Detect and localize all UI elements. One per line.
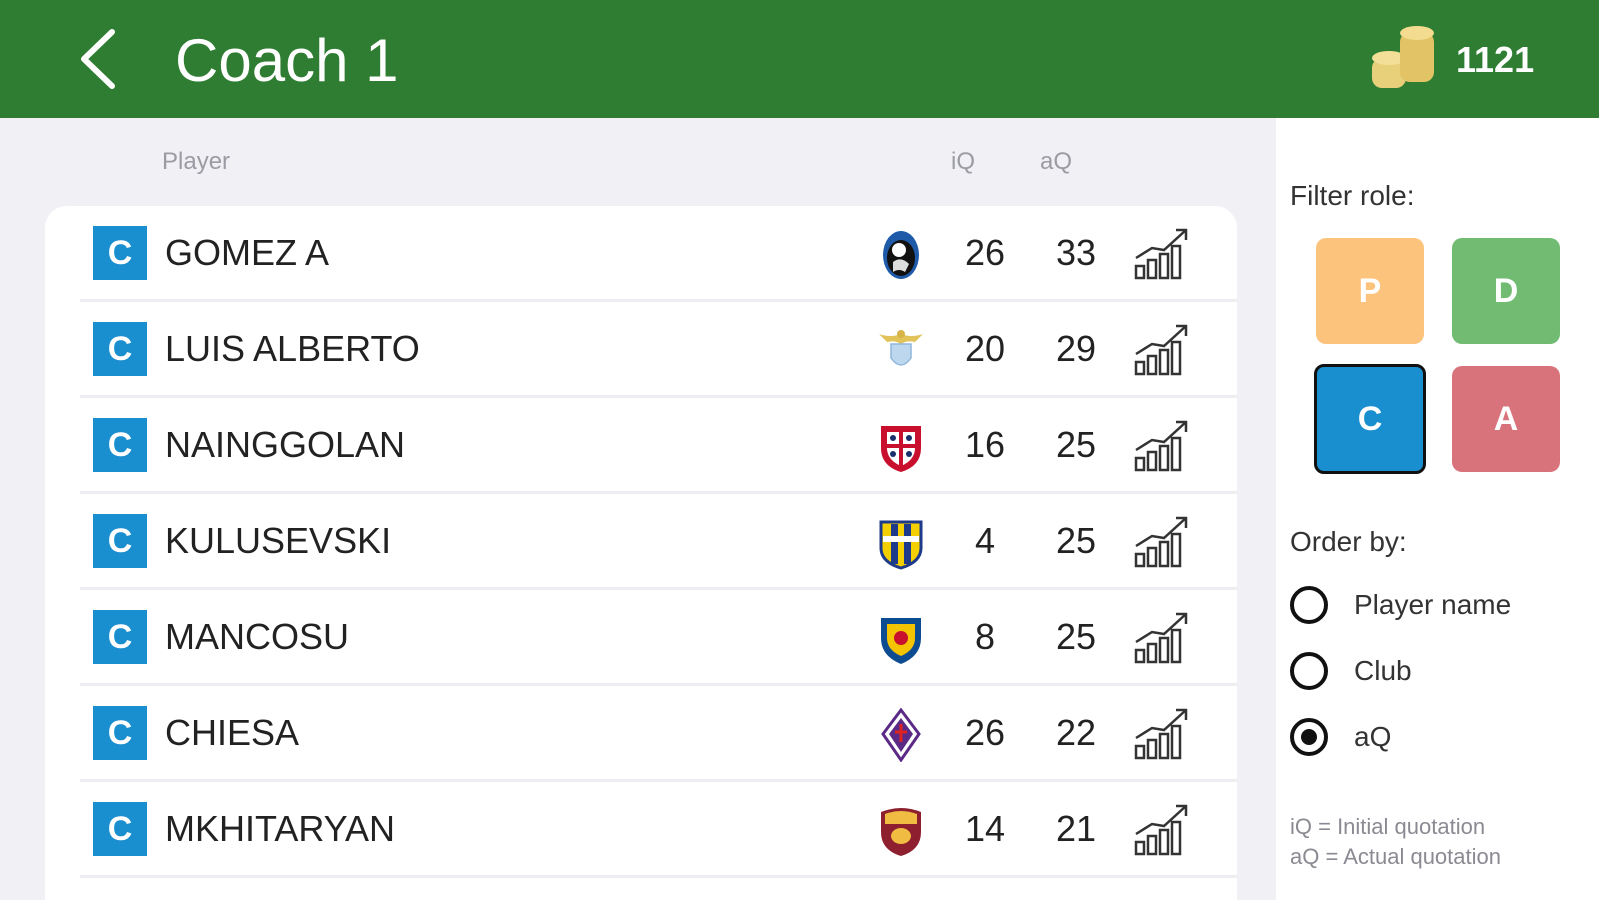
player-name: MANCOSU [165, 616, 350, 657]
player-list-panel: Player iQ aQ C GOMEZ A 26 33 [0, 118, 1276, 900]
row-divider [80, 683, 1237, 686]
role-filter-p-button[interactable]: P [1316, 238, 1424, 344]
role-badge: C [93, 706, 147, 760]
parma-crest-icon [879, 520, 923, 570]
player-list: C GOMEZ A 26 33 C LUIS ALBERTO [45, 206, 1237, 900]
role-badge: C [93, 226, 147, 280]
role-badge: C [93, 802, 147, 856]
list-item[interactable]: C GOMEZ A 26 33 [45, 206, 1237, 302]
radio-button[interactable] [1290, 652, 1328, 690]
page-title: Coach 1 [175, 27, 399, 94]
player-iq: 26 [964, 712, 1006, 753]
row-divider [80, 299, 1237, 302]
row-divider [80, 587, 1237, 590]
player-aq: 25 [1055, 616, 1097, 657]
player-iq: 20 [964, 328, 1006, 369]
legend-iq: iQ = Initial quotation [1290, 814, 1486, 839]
stats-chart-icon[interactable] [1132, 512, 1192, 570]
stats-chart-icon[interactable] [1132, 224, 1192, 282]
player-iq: 8 [974, 616, 996, 657]
order-option-label: aQ [1354, 721, 1392, 752]
stats-chart-icon[interactable] [1132, 416, 1192, 474]
coin-balance: 1121 [1456, 39, 1535, 80]
list-item[interactable]: C KULUSEVSKI 4 25 [45, 494, 1237, 590]
column-header-player: Player [162, 148, 231, 175]
order-option-label: Player name [1354, 589, 1512, 620]
order-option-label: Club [1354, 655, 1412, 686]
stats-chart-icon[interactable] [1132, 704, 1192, 762]
player-aq: 22 [1055, 712, 1097, 753]
column-header-iq: iQ [951, 148, 975, 175]
player-name: CHIESA [165, 712, 300, 753]
player-name: LUIS ALBERTO [165, 328, 420, 369]
role-filter-c-button[interactable]: C [1314, 364, 1426, 474]
lazio-crest-icon [879, 330, 923, 366]
player-aq: 33 [1055, 232, 1097, 273]
player-iq: 14 [964, 808, 1006, 849]
row-divider [80, 875, 1237, 878]
player-aq: 25 [1055, 424, 1097, 465]
fiorentina-crest-icon [881, 708, 921, 762]
role-badge: C [93, 418, 147, 472]
list-item[interactable]: C MANCOSU 8 25 [45, 590, 1237, 686]
list-item[interactable]: C NAINGGOLAN 16 25 [45, 398, 1237, 494]
player-aq: 29 [1055, 328, 1097, 369]
chevron-left-icon [81, 29, 115, 89]
role-badge: C [93, 322, 147, 376]
list-item[interactable]: C LUIS ALBERTO 20 29 [45, 302, 1237, 398]
roma-crest-icon [881, 808, 921, 856]
atalanta-crest-icon [883, 231, 919, 279]
player-name: KULUSEVSKI [165, 520, 392, 561]
stats-chart-icon[interactable] [1132, 608, 1192, 666]
coins-icon [1372, 26, 1434, 88]
app-header: Coach 1 1121 [0, 0, 1599, 118]
role-badge: C [93, 610, 147, 664]
filter-sidebar: Filter role: P D C A Order by: Player na… [1276, 118, 1599, 900]
order-by-label: Order by: [1290, 526, 1407, 557]
radio-button-selected[interactable] [1290, 718, 1328, 756]
row-divider [80, 779, 1237, 782]
radio-button[interactable] [1290, 586, 1328, 624]
lecce-crest-icon [881, 618, 921, 664]
radio-selected-dot [1301, 729, 1317, 745]
player-iq: 26 [964, 232, 1006, 273]
player-name: GOMEZ A [165, 232, 330, 273]
stats-chart-icon[interactable] [1132, 320, 1192, 378]
legend-aq: aQ = Actual quotation [1290, 844, 1501, 869]
player-name: NAINGGOLAN [165, 424, 406, 465]
role-filter-a-button[interactable]: A [1452, 366, 1560, 472]
back-button[interactable] [70, 24, 130, 94]
list-item[interactable]: C MKHITARYAN 14 21 [45, 782, 1237, 878]
player-iq: 4 [974, 520, 996, 561]
stats-chart-icon[interactable] [1132, 800, 1192, 858]
player-name: MKHITARYAN [165, 808, 396, 849]
role-filter-d-button[interactable]: D [1452, 238, 1560, 344]
filter-role-label: Filter role: [1290, 180, 1415, 211]
row-divider [80, 491, 1237, 494]
column-header-aq: aQ [1040, 148, 1073, 175]
role-badge: C [93, 514, 147, 568]
list-item[interactable]: C CHIESA 26 22 [45, 686, 1237, 782]
player-iq: 16 [964, 424, 1006, 465]
player-aq: 21 [1055, 808, 1097, 849]
player-aq: 25 [1055, 520, 1097, 561]
cagliari-crest-icon [881, 426, 921, 472]
row-divider [80, 395, 1237, 398]
